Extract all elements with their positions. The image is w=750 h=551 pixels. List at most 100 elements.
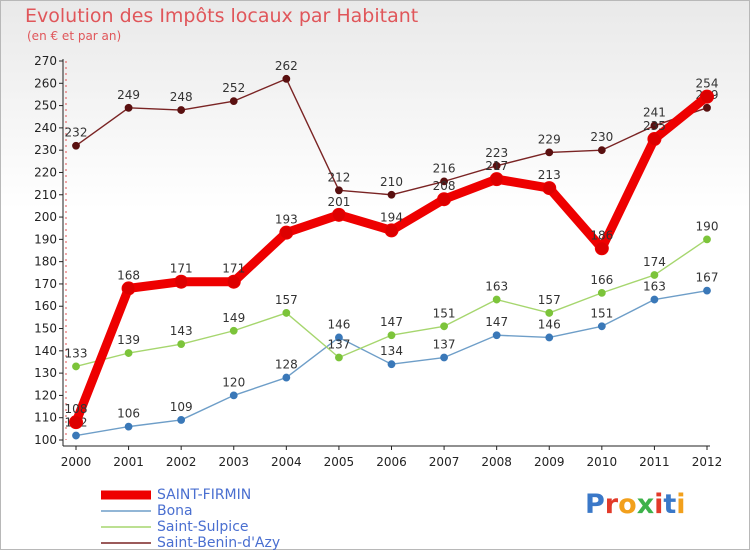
x-tick-label: 2012: [692, 455, 723, 469]
data-label-saint-benin-d-azy: 229: [538, 132, 561, 146]
data-label-saint-firmin: 235: [643, 119, 666, 133]
y-tick-label: 150: [34, 322, 57, 336]
legend: SAINT-FIRMIN Bona Saint-Sulpice Saint-Be…: [101, 487, 280, 551]
data-label-saint-benin-d-azy: 212: [327, 170, 350, 184]
data-point-saint-benin-d-azy: [229, 97, 238, 106]
data-point-bona: [177, 416, 186, 424]
x-tick-label: 2005: [324, 455, 355, 469]
data-point-saint-benin-d-azy: [124, 103, 133, 112]
data-label-saint-firmin: 168: [117, 268, 140, 282]
data-label-saint-firmin: 186: [590, 228, 613, 242]
data-label-saint-sulpice: 147: [380, 315, 403, 329]
data-point-bona: [650, 295, 659, 304]
data-point-saint-benin-d-azy: [545, 148, 554, 157]
x-tick-label: 2009: [534, 455, 565, 469]
data-point-bona: [440, 353, 448, 362]
x-tick-label: 2008: [481, 455, 512, 469]
legend-label: Saint-Sulpice: [157, 519, 249, 535]
data-point-saint-benin-d-azy: [282, 74, 291, 83]
data-point-bona: [124, 422, 133, 431]
legend-item-saint-benin-d-azy: Saint-Benin-d'Azy: [101, 535, 280, 551]
data-point-saint-benin-d-azy: [703, 103, 711, 112]
data-point-saint-sulpice: [492, 295, 501, 304]
data-point-saint-benin-d-azy: [650, 121, 659, 130]
y-tick-label: 100: [34, 433, 57, 447]
legend-item-saint-sulpice: Saint-Sulpice: [101, 519, 280, 535]
legend-item-bona: Bona: [101, 503, 280, 519]
data-point-saint-firmin: [542, 181, 557, 196]
data-label-saint-firmin: 108: [65, 402, 88, 416]
legend-swatch-saint-sulpice: [101, 526, 151, 528]
data-point-bona: [72, 431, 80, 440]
data-label-saint-sulpice: 157: [538, 293, 561, 307]
data-point-saint-firmin: [226, 274, 241, 289]
x-tick-label: 2010: [587, 455, 618, 469]
data-label-saint-benin-d-azy: 248: [170, 90, 193, 104]
data-label-bona: 137: [433, 338, 456, 352]
data-label-bona: 167: [696, 271, 719, 285]
y-tick-label: 130: [34, 366, 57, 380]
y-tick-label: 140: [34, 344, 57, 358]
y-tick-label: 240: [34, 121, 57, 135]
data-point-bona: [703, 286, 711, 295]
data-point-bona: [229, 391, 238, 400]
data-label-bona: 128: [275, 358, 298, 372]
x-tick-label: 2006: [376, 455, 407, 469]
data-point-saint-benin-d-azy: [335, 186, 343, 195]
data-point-saint-firmin: [437, 192, 452, 207]
data-point-bona: [282, 373, 291, 382]
data-point-saint-sulpice: [703, 235, 711, 244]
x-tick-label: 2000: [61, 455, 92, 469]
data-label-saint-sulpice: 149: [222, 311, 245, 325]
brand-logo: Proxiti: [585, 489, 686, 520]
data-label-bona: 147: [485, 315, 508, 329]
data-label-saint-firmin: 208: [433, 179, 456, 193]
data-point-bona: [597, 322, 606, 331]
data-label-saint-sulpice: 133: [65, 346, 88, 360]
data-label-saint-firmin: 193: [275, 213, 298, 227]
data-point-bona: [335, 333, 343, 342]
legend-swatch-saint-benin-d-azy: [101, 542, 151, 544]
data-label-saint-sulpice: 139: [117, 333, 140, 347]
legend-label: SAINT-FIRMIN: [157, 487, 252, 503]
data-label-bona: 146: [538, 317, 561, 331]
data-label-bona: 106: [117, 407, 140, 421]
data-label-saint-sulpice: 137: [327, 338, 350, 352]
data-point-saint-firmin: [121, 281, 136, 296]
chart-title: Evolution des Impôts locaux par Habitant: [25, 5, 419, 27]
y-tick-label: 220: [34, 165, 57, 179]
data-label-bona: 109: [170, 400, 193, 414]
data-point-saint-benin-d-azy: [387, 190, 396, 199]
x-tick-label: 2001: [113, 455, 144, 469]
data-point-saint-benin-d-azy: [72, 141, 80, 150]
legend-swatch-bona: [101, 510, 151, 512]
data-point-saint-sulpice: [124, 349, 133, 357]
data-point-saint-firmin: [700, 89, 714, 104]
data-point-saint-sulpice: [440, 322, 448, 331]
data-label-saint-benin-d-azy: 252: [222, 81, 245, 95]
data-point-saint-sulpice: [335, 353, 343, 362]
data-label-saint-benin-d-azy: 262: [275, 59, 298, 73]
data-point-saint-sulpice: [387, 331, 396, 340]
data-label-bona: 151: [590, 306, 613, 320]
legend-swatch-saint-firmin: [101, 490, 151, 500]
y-tick-label: 200: [34, 210, 57, 224]
y-tick-label: 270: [34, 54, 57, 68]
data-point-saint-sulpice: [229, 326, 238, 335]
y-tick-label: 260: [34, 76, 57, 90]
data-label-saint-firmin: 213: [538, 168, 561, 182]
data-point-saint-sulpice: [650, 271, 659, 279]
data-point-saint-firmin: [489, 172, 504, 187]
data-point-saint-sulpice: [545, 309, 554, 317]
data-label-bona: 120: [222, 375, 245, 389]
data-point-saint-firmin: [69, 415, 83, 430]
data-label-saint-sulpice: 151: [433, 306, 456, 320]
y-tick-label: 250: [34, 99, 57, 113]
data-point-saint-benin-d-azy: [177, 106, 186, 114]
data-label-bona: 134: [380, 344, 403, 358]
data-point-saint-firmin: [279, 225, 294, 240]
data-label-saint-benin-d-azy: 216: [433, 161, 456, 175]
data-point-saint-benin-d-azy: [492, 161, 501, 170]
y-tick-label: 120: [34, 388, 57, 402]
